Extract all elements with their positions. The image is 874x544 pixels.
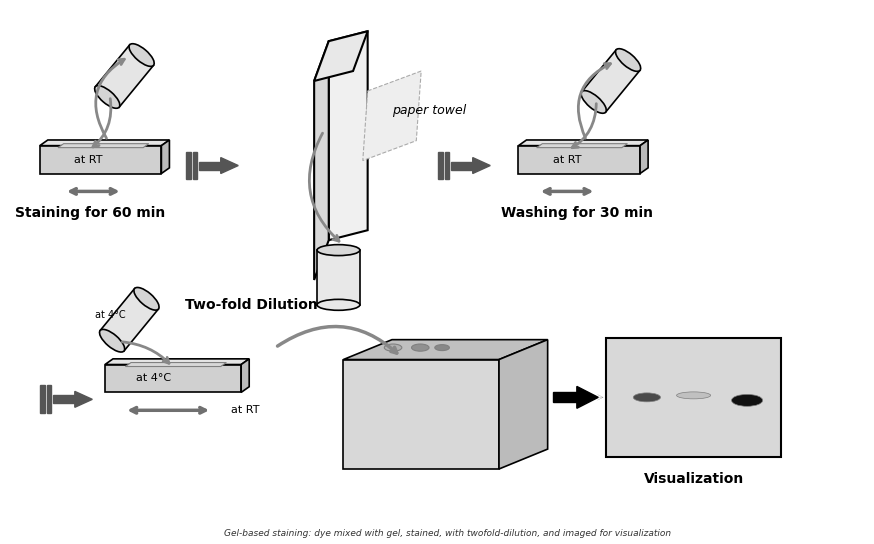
Ellipse shape [615,48,641,71]
Polygon shape [499,339,548,469]
Polygon shape [241,359,249,392]
Polygon shape [105,364,241,392]
Bar [451,162,473,170]
Polygon shape [58,144,149,147]
Ellipse shape [317,299,360,310]
Bar [199,162,221,170]
Text: paper towel: paper towel [392,104,466,118]
Polygon shape [577,386,598,409]
Text: at RT: at RT [553,154,581,165]
Text: at 4°C: at 4°C [94,310,125,320]
Polygon shape [40,146,162,174]
Bar [40,385,45,413]
Polygon shape [343,360,499,469]
Polygon shape [125,362,226,367]
Polygon shape [518,140,649,146]
Polygon shape [95,45,154,107]
Bar [552,392,577,403]
Ellipse shape [134,287,159,310]
Bar [606,338,781,457]
Ellipse shape [634,393,661,402]
Ellipse shape [317,245,360,256]
Polygon shape [221,158,239,174]
Polygon shape [314,41,329,280]
Text: at 4°C: at 4°C [136,373,171,384]
Ellipse shape [434,345,449,350]
Polygon shape [40,140,170,146]
Bar [445,152,449,180]
Polygon shape [473,158,490,174]
Ellipse shape [94,85,120,108]
Bar [53,395,75,403]
Polygon shape [101,288,158,351]
Text: Washing for 30 min: Washing for 30 min [501,206,653,220]
Text: Visualization: Visualization [643,472,744,486]
Polygon shape [640,140,649,174]
Ellipse shape [676,392,711,399]
Ellipse shape [385,344,402,351]
Bar [438,152,442,180]
Ellipse shape [129,44,154,66]
Bar [46,385,52,413]
Ellipse shape [732,394,763,406]
Bar [192,152,198,180]
Polygon shape [582,50,640,112]
Bar [317,250,360,305]
Text: Gel-based staining: dye mixed with gel, stained, with twofold-dilution, and imag: Gel-based staining: dye mixed with gel, … [224,529,671,538]
Polygon shape [343,339,548,360]
Bar [185,152,191,180]
Polygon shape [314,31,368,81]
Polygon shape [162,140,170,174]
Text: Staining for 60 min: Staining for 60 min [15,206,165,220]
Polygon shape [537,144,628,147]
Ellipse shape [412,344,429,351]
Ellipse shape [100,329,125,352]
Polygon shape [75,391,93,407]
Polygon shape [105,359,249,364]
Text: Two-fold Dilution: Two-fold Dilution [184,298,317,312]
Polygon shape [363,71,421,160]
Polygon shape [329,31,368,240]
Polygon shape [518,146,640,174]
Ellipse shape [581,91,607,113]
Text: at RT: at RT [232,405,260,415]
Text: at RT: at RT [74,154,102,165]
